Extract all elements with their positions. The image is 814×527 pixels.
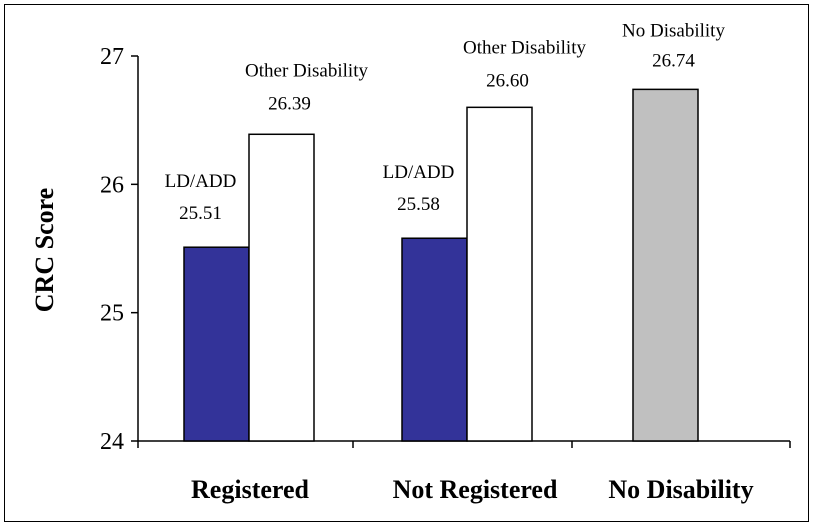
- bar-value-label: 26.74: [652, 50, 695, 71]
- x-category-label: No Disability: [608, 475, 753, 504]
- bar-no-disability-no-disability: [632, 88, 699, 442]
- bar-series-label: Other Disability: [245, 60, 368, 81]
- category-labels: Registered Not Registered No Disability: [191, 475, 754, 504]
- bar-labels: LD/ADD 25.51 Other Disability 26.39 LD/ADD 25…: [165, 20, 726, 224]
- bar-series-label: No Disability: [622, 20, 725, 41]
- bar-series-label: LD/ADD: [383, 162, 455, 183]
- bar-series-label: Other Disability: [463, 37, 586, 58]
- bar-value-label: 25.51: [179, 203, 222, 224]
- y-tick-label: 27: [100, 44, 124, 70]
- bar-not-registered-ld-add: [401, 237, 468, 442]
- y-ticks: 24 25 26 27: [100, 44, 791, 455]
- y-tick-label: 24: [100, 429, 124, 455]
- bar-value-label: 26.39: [268, 93, 311, 114]
- y-tick-label: 26: [100, 172, 124, 198]
- bar-not-registered-other-disability: [466, 106, 533, 442]
- y-axis-label: CRC Score: [30, 188, 59, 312]
- bar-registered-ld-add: [183, 246, 250, 442]
- bar-registered-other-disability: [248, 133, 315, 442]
- bars: [183, 88, 699, 442]
- bar-value-label: 25.58: [397, 194, 440, 215]
- y-tick-label: 25: [100, 301, 124, 327]
- x-category-label: Not Registered: [393, 475, 558, 504]
- x-category-label: Registered: [191, 475, 309, 504]
- bar-series-label: LD/ADD: [165, 171, 237, 192]
- bar-value-label: 26.60: [486, 70, 529, 91]
